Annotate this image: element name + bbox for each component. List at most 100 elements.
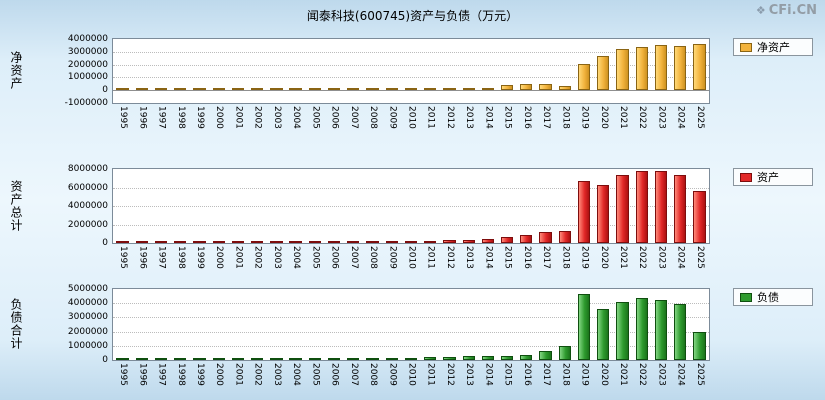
- bar-净资产-2016: [520, 83, 533, 91]
- bar-资产-2020: [597, 184, 610, 243]
- x-tick-label: 2011: [425, 106, 436, 129]
- x-tick-label: 2013: [464, 106, 475, 129]
- x-tick-label: 1996: [137, 106, 148, 129]
- bar-净资产-2011: [424, 88, 437, 91]
- cfi-logo-text: CFi.CN: [768, 3, 817, 18]
- x-tick-label: 2008: [368, 106, 379, 129]
- x-tick-label: 2009: [387, 106, 398, 129]
- bar-资产-2001: [231, 241, 245, 243]
- gridline: [113, 317, 709, 319]
- x-tick-label: 2008: [368, 246, 379, 269]
- gridline: [113, 90, 709, 92]
- bar-净资产-2012: [443, 88, 456, 91]
- x-tick-label: 2000: [214, 363, 225, 386]
- y-axis-title-net-assets: 净资产: [9, 51, 23, 90]
- x-tick-label: 1998: [175, 106, 186, 129]
- bar-净资产-1999: [193, 88, 206, 91]
- legend-label-liabilities: 负债: [757, 291, 779, 304]
- x-tick-label: 2003: [271, 246, 282, 269]
- bar-资产-2015: [500, 236, 514, 243]
- bar-净资产-2024: [674, 45, 687, 91]
- x-tick-label: 2011: [425, 246, 436, 269]
- x-tick-label: 2023: [656, 363, 667, 386]
- x-tick-label: 2002: [252, 363, 263, 386]
- bar-资产-2005: [308, 241, 321, 243]
- x-tick-label: 2017: [541, 246, 552, 269]
- x-tick-label: 1999: [195, 363, 206, 386]
- bar-资产-2011: [424, 240, 437, 243]
- y-axis-title-total-assets: 资产总计: [9, 180, 23, 232]
- y-axis-title-total-liabilities: 负债合计: [9, 298, 23, 350]
- x-tick-label: 2006: [329, 363, 340, 386]
- y-tick-label: 4000000: [67, 34, 108, 44]
- x-tick-label: 2001: [233, 106, 244, 129]
- bar-负债-2003: [270, 358, 283, 360]
- x-tick-label: 2018: [560, 106, 571, 129]
- x-tick-label: 2022: [637, 246, 648, 269]
- bar-资产-2017: [539, 232, 552, 243]
- y-tick-label: 0: [102, 238, 108, 248]
- x-tick-label: 2012: [444, 246, 455, 269]
- bar-净资产-1997: [154, 88, 168, 91]
- legend-net-assets: 净资产: [733, 38, 813, 56]
- bar-负债-2018: [558, 345, 571, 360]
- bar-资产-2009: [385, 241, 398, 243]
- x-tick-label: 2022: [637, 106, 648, 129]
- bar-负债-2022: [635, 297, 648, 360]
- bar-净资产-2000: [212, 88, 225, 91]
- bar-负债-1996: [135, 358, 148, 360]
- x-tick-label: 2016: [521, 246, 532, 269]
- x-tick-label: 2023: [656, 246, 667, 269]
- bar-负债-2009: [385, 358, 398, 360]
- gridline: [113, 51, 709, 53]
- bar-净资产-2002: [251, 88, 264, 91]
- bar-资产-2019: [577, 181, 591, 243]
- x-tick-label: 2009: [387, 363, 398, 386]
- bar-资产-2008: [366, 241, 379, 243]
- x-tick-label: 2021: [617, 246, 628, 269]
- x-tick-label: 2013: [464, 363, 475, 386]
- bar-净资产-2001: [231, 88, 245, 91]
- bar-净资产-1998: [174, 88, 187, 91]
- bar-净资产-2004: [289, 88, 302, 91]
- x-tick-label: 2000: [214, 246, 225, 269]
- bar-负债-2012: [443, 356, 456, 360]
- bar-资产-2013: [462, 239, 475, 243]
- legend-swatch-net-assets: [740, 42, 752, 52]
- x-tick-label: 2018: [560, 363, 571, 386]
- legend-swatch-liabilities: [740, 292, 752, 302]
- x-tick-label: 2005: [310, 246, 321, 269]
- x-tick-label: 2005: [310, 106, 321, 129]
- x-tick-label: 2002: [252, 106, 263, 129]
- bar-资产-2003: [270, 241, 283, 243]
- total-liabilities-chart-plot: 5000000 4000000 3000000 2000000 1000000 0 1995…: [68, 284, 710, 386]
- bar-负债-2023: [654, 299, 668, 360]
- x-tick-label: 2013: [464, 246, 475, 269]
- x-tick-label: 2005: [310, 363, 321, 386]
- x-tick-label: 1995: [118, 363, 129, 386]
- bar-负债-2006: [327, 358, 341, 360]
- x-tick-label: 1997: [156, 106, 167, 129]
- bar-负债-2013: [462, 356, 475, 360]
- bar-负债-1995: [116, 358, 129, 360]
- bar-资产-1998: [174, 241, 187, 243]
- x-tick-label: 2007: [348, 106, 359, 129]
- x-tick-label: 2014: [483, 363, 494, 386]
- bar-资产-2006: [327, 241, 341, 243]
- x-tick-label: 2023: [656, 106, 667, 129]
- cfi-logo[interactable]: ❖ CFi.CN: [756, 3, 817, 18]
- bar-净资产-2013: [462, 88, 475, 91]
- bar-净资产-1995: [116, 88, 129, 91]
- bar-负债-2016: [520, 354, 533, 360]
- bar-负债-2005: [308, 358, 321, 360]
- bar-负债-2002: [251, 358, 264, 360]
- x-tick-label: 2001: [233, 363, 244, 386]
- x-tick-label: 2020: [598, 106, 609, 129]
- bar-资产-1996: [135, 241, 148, 243]
- bar-负债-2007: [347, 358, 360, 360]
- bar-资产-2002: [251, 241, 264, 243]
- x-tick-label: 2016: [521, 363, 532, 386]
- bar-净资产-2015: [500, 84, 514, 91]
- bar-净资产-2022: [635, 46, 648, 91]
- y-tick-label: 4000000: [67, 201, 108, 211]
